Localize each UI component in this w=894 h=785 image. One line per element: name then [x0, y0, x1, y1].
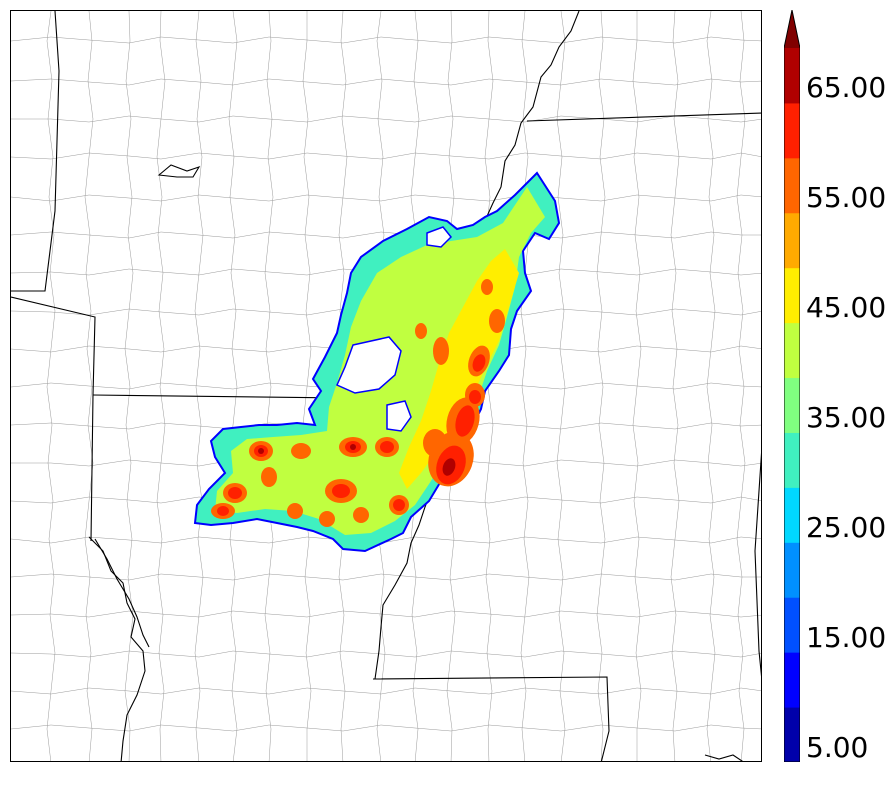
- echo-core: [489, 309, 505, 333]
- echo-hot: [455, 405, 475, 437]
- state-border-lake: [157, 164, 201, 178]
- echo-high: [399, 249, 519, 489]
- colorbar-bin: [784, 652, 800, 708]
- echo-hot: [393, 499, 405, 511]
- colorbar-bin: [784, 377, 800, 433]
- state-border-west: [11, 11, 60, 292]
- state-border-ne: [526, 112, 761, 122]
- echo-hot: [469, 390, 481, 404]
- echo-core: [433, 337, 449, 365]
- colorbar-bin: [784, 322, 800, 379]
- colorbar-bin: [784, 102, 800, 159]
- river-se: [704, 754, 743, 761]
- colorbar-bin: [784, 487, 800, 543]
- colorbar-outline: [784, 10, 800, 762]
- river-west: [88, 536, 146, 761]
- echo-hot: [332, 484, 350, 498]
- echo-peak: [442, 458, 456, 476]
- state-border-oklahoma: [11, 296, 96, 542]
- reflectivity-map: [11, 11, 761, 761]
- state-border-se: [372, 676, 610, 761]
- colorbar-bin: [784, 212, 800, 269]
- state-border-east: [754, 452, 761, 677]
- echo-core: [261, 467, 277, 487]
- echo-core: [353, 507, 369, 523]
- colorbar-extend-arrow: [784, 10, 800, 48]
- echo-peak: [350, 444, 356, 450]
- echo-core: [319, 511, 335, 527]
- colorbar: [784, 10, 800, 762]
- colorbar-label: 35.00: [806, 401, 887, 434]
- echo-hot: [380, 441, 394, 453]
- echo-core: [423, 429, 447, 457]
- echo-hole-3: [386, 400, 412, 432]
- colorbar-bin: [784, 597, 800, 653]
- echo-core: [287, 503, 303, 519]
- colorbar-label: 65.00: [806, 71, 887, 104]
- reflectivity-field: [193, 171, 561, 553]
- river-west-2: [94, 538, 150, 648]
- echo-hot: [217, 506, 229, 516]
- colorbar-label: 25.00: [806, 511, 887, 544]
- echo-hot: [472, 354, 486, 372]
- colorbar-bin: [784, 707, 800, 762]
- colorbar-bin: [784, 48, 800, 104]
- colorbar-label: 55.00: [806, 181, 887, 214]
- echo-core: [291, 443, 311, 459]
- colorbar-bin: [784, 267, 800, 324]
- echo-hot: [228, 487, 242, 499]
- echo-core: [481, 279, 493, 295]
- echo-core: [415, 323, 427, 339]
- echo-hole-2: [426, 226, 453, 248]
- colorbar-label: 5.00: [806, 731, 869, 764]
- echo-peak: [258, 448, 264, 454]
- colorbar-bin: [784, 542, 800, 598]
- echo-hole-1: [336, 336, 402, 394]
- colorbar-bin: [784, 432, 800, 488]
- colorbar-label: 45.00: [806, 291, 887, 324]
- colorbar-label: 15.00: [806, 621, 887, 654]
- map-panel: [10, 10, 762, 762]
- colorbar-bin: [784, 157, 800, 214]
